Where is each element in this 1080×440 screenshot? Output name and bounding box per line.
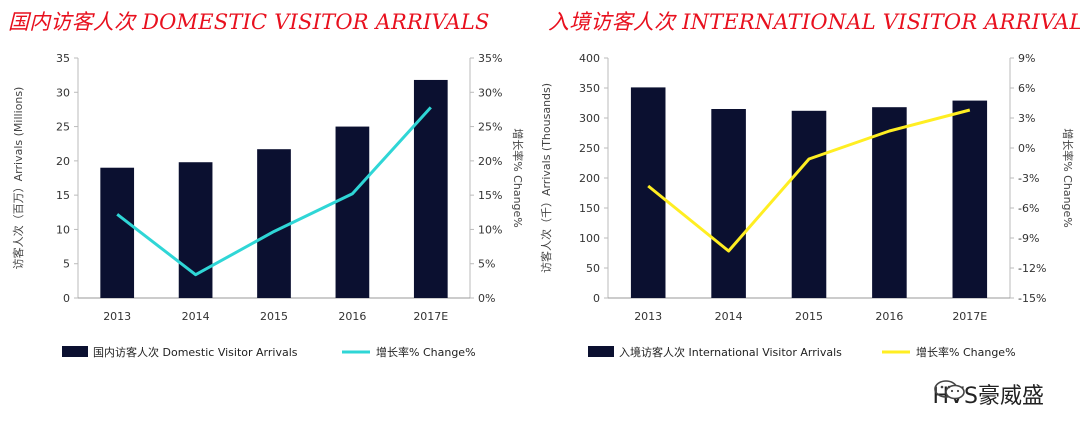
y-tick-label: 350 bbox=[579, 82, 600, 95]
y-tick-label: 20 bbox=[56, 155, 70, 168]
y-tick-label: 30 bbox=[56, 86, 70, 99]
y2-tick-label: 35% bbox=[478, 52, 502, 65]
y2-tick-label: 20% bbox=[478, 155, 502, 168]
y-axis-title: 访客人次（百万）Arrivals (Millions) bbox=[11, 87, 25, 270]
y2-tick-label: 15% bbox=[478, 189, 502, 202]
y2-axis-title: 增长率% Change% bbox=[1061, 128, 1075, 228]
y-tick-label: 10 bbox=[56, 223, 70, 236]
bar bbox=[335, 126, 370, 298]
y-tick-label: 250 bbox=[579, 142, 600, 155]
y-tick-label: 25 bbox=[56, 121, 70, 134]
x-tick-label: 2015 bbox=[260, 310, 288, 323]
bar bbox=[952, 100, 988, 298]
chart-title: 国内访客人次 DOMESTIC VISITOR ARRIVALS bbox=[8, 10, 490, 34]
legend-bar-label: 国内访客人次 Domestic Visitor Arrivals bbox=[93, 345, 298, 359]
x-tick-label: 2017E bbox=[413, 310, 448, 323]
legend-bar-label: 入境访客人次 International Visitor Arrivals bbox=[619, 345, 842, 359]
y2-tick-label: 25% bbox=[478, 121, 502, 134]
y2-tick-label: 9% bbox=[1018, 52, 1035, 65]
y-tick-label: 0 bbox=[593, 292, 600, 305]
y-tick-label: 0 bbox=[63, 292, 70, 305]
x-tick-label: 2014 bbox=[182, 310, 210, 323]
y-tick-label: 5 bbox=[63, 258, 70, 271]
domestic-chart-panel: 国内访客人次 DOMESTIC VISITOR ARRIVALS 0 5 10 15 2… bbox=[8, 10, 525, 359]
y2-tick-label: -15% bbox=[1018, 292, 1046, 305]
x-tick-label: 2016 bbox=[875, 310, 903, 323]
y-tick-label: 15 bbox=[56, 189, 70, 202]
y-tick-label: 150 bbox=[579, 202, 600, 215]
bar bbox=[257, 149, 291, 298]
y2-tick-label: 30% bbox=[478, 86, 502, 99]
legend-bar-swatch bbox=[62, 346, 88, 357]
bar bbox=[178, 162, 213, 298]
bar bbox=[630, 87, 666, 299]
y2-axis-title: 增长率% Change% bbox=[511, 128, 525, 228]
y-tick-label: 300 bbox=[579, 112, 600, 125]
bar bbox=[413, 79, 448, 298]
x-tick-label: 2015 bbox=[795, 310, 823, 323]
international-chart-panel: 入境访客人次 INTERNATIONAL VISITOR ARRIVALS 0 5… bbox=[540, 0, 1080, 440]
y-tick-label: 400 bbox=[579, 52, 600, 65]
legend-line-label: 增长率% Change% bbox=[376, 345, 476, 359]
x-tick-label: 2014 bbox=[715, 310, 743, 323]
watermark: HVS豪威盛 bbox=[932, 378, 1044, 410]
bar bbox=[100, 167, 135, 298]
x-tick-label: 2013 bbox=[634, 310, 662, 323]
chart-title: 入境访客人次 INTERNATIONAL VISITOR ARRIVALS bbox=[548, 10, 1080, 34]
y-tick-label: 50 bbox=[586, 262, 600, 275]
legend-line-label: 增长率% Change% bbox=[916, 345, 1016, 359]
y2-tick-label: -9% bbox=[1018, 232, 1039, 245]
bar bbox=[711, 109, 746, 298]
y2-tick-label: -12% bbox=[1018, 262, 1046, 275]
x-tick-label: 2017E bbox=[952, 310, 987, 323]
y2-tick-label: 6% bbox=[1018, 82, 1035, 95]
y-tick-label: 35 bbox=[56, 52, 70, 65]
x-tick-label: 2013 bbox=[103, 310, 131, 323]
y-axis-title: 访客人次（千）Arrivals (Thousands) bbox=[540, 83, 553, 273]
y2-tick-label: 10% bbox=[478, 223, 502, 236]
bar bbox=[791, 110, 827, 298]
y2-tick-label: -6% bbox=[1018, 202, 1039, 215]
y2-tick-label: -3% bbox=[1018, 172, 1039, 185]
y2-tick-label: 3% bbox=[1018, 112, 1035, 125]
y2-tick-label: 0% bbox=[478, 292, 495, 305]
legend-bar-swatch bbox=[588, 346, 614, 357]
international-chart: 0 50 100 150 200 250 300 350 400 -15% -12% -9% -6% -3… bbox=[540, 52, 1075, 359]
y-tick-label: 100 bbox=[579, 232, 600, 245]
y2-tick-label: 0% bbox=[1018, 142, 1035, 155]
bar bbox=[872, 107, 907, 298]
x-tick-label: 2016 bbox=[338, 310, 366, 323]
change-line bbox=[116, 106, 432, 277]
y-tick-label: 200 bbox=[579, 172, 600, 185]
domestic-chart: 0 5 10 15 20 25 30 35 0% 5% 10% 15% 20% 25% 30% 35% 2013… bbox=[11, 52, 525, 359]
wechat-icon bbox=[934, 380, 966, 400]
change-line bbox=[647, 108, 971, 253]
y2-tick-label: 5% bbox=[478, 258, 495, 271]
